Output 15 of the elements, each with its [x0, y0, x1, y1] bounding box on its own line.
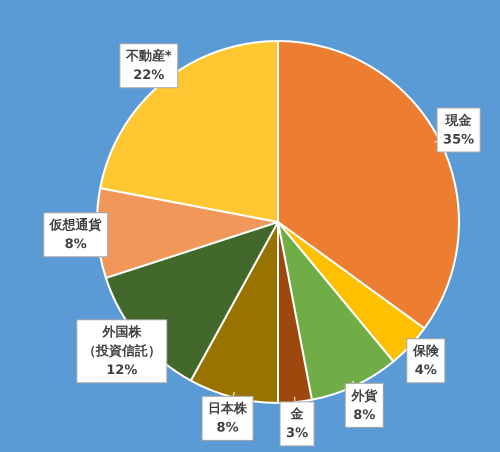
data-label: 8% — [64, 237, 87, 252]
data-label: 3% — [286, 426, 308, 442]
data-label: 4% — [414, 363, 437, 378]
data-label: 12% — [106, 363, 138, 378]
data-label: 8% — [216, 420, 239, 436]
slice-label: 現金 — [444, 113, 473, 128]
data-label: 22% — [133, 68, 164, 84]
slice-label: 仮想通貨 — [48, 217, 103, 234]
slice-label: 金 — [290, 407, 305, 422]
slice-label: 外貨 — [350, 388, 378, 404]
slice-label: 保険 — [412, 344, 440, 360]
data-label: 8% — [353, 408, 376, 423]
data-label: 35% — [443, 132, 474, 148]
slice-label: 不動産* — [124, 48, 172, 64]
slice-label: 外国株（投資信託） — [82, 325, 161, 360]
